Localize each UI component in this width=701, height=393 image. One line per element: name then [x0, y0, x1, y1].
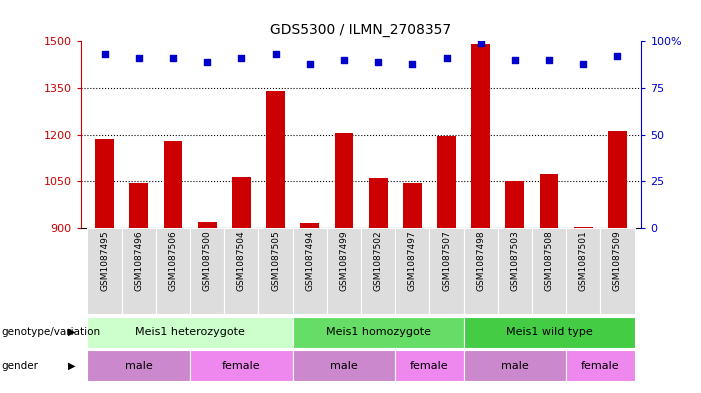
Bar	[437, 136, 456, 228]
Bar	[334, 133, 353, 228]
Bar	[608, 132, 627, 228]
Bar	[505, 181, 524, 228]
Point	[133, 55, 144, 61]
FancyBboxPatch shape	[566, 351, 634, 381]
FancyBboxPatch shape	[292, 351, 395, 381]
FancyBboxPatch shape	[327, 228, 361, 314]
FancyBboxPatch shape	[532, 228, 566, 314]
Text: GSM1087503: GSM1087503	[510, 231, 519, 291]
Text: female: female	[581, 361, 620, 371]
Bar	[198, 222, 217, 228]
FancyBboxPatch shape	[498, 228, 532, 314]
Title: GDS5300 / ILMN_2708357: GDS5300 / ILMN_2708357	[271, 24, 451, 37]
Text: male: male	[330, 361, 358, 371]
Text: GSM1087502: GSM1087502	[374, 231, 383, 291]
Point	[372, 59, 383, 65]
Point	[578, 61, 589, 67]
FancyBboxPatch shape	[395, 351, 463, 381]
Bar	[471, 44, 490, 228]
Point	[99, 51, 110, 57]
Bar	[95, 139, 114, 228]
Point	[612, 53, 623, 59]
Point	[270, 51, 281, 57]
Text: GSM1087498: GSM1087498	[476, 231, 485, 291]
FancyBboxPatch shape	[156, 228, 190, 314]
Text: gender: gender	[1, 361, 39, 371]
Bar	[232, 176, 251, 228]
Bar	[266, 91, 285, 228]
Text: male: male	[501, 361, 529, 371]
Bar	[369, 178, 388, 228]
Text: GSM1087496: GSM1087496	[135, 231, 143, 291]
Point	[168, 55, 179, 61]
Bar	[300, 223, 319, 228]
Text: GSM1087495: GSM1087495	[100, 231, 109, 291]
FancyBboxPatch shape	[122, 228, 156, 314]
FancyBboxPatch shape	[88, 317, 292, 347]
Text: GSM1087506: GSM1087506	[168, 231, 177, 291]
Bar	[163, 141, 182, 228]
Text: Meis1 wild type: Meis1 wild type	[505, 327, 592, 337]
Text: genotype/variation: genotype/variation	[1, 327, 100, 337]
Bar	[574, 227, 592, 228]
Text: GSM1087497: GSM1087497	[408, 231, 417, 291]
Point	[510, 57, 521, 63]
Bar	[540, 174, 559, 228]
Text: GSM1087507: GSM1087507	[442, 231, 451, 291]
Text: GSM1087504: GSM1087504	[237, 231, 246, 291]
FancyBboxPatch shape	[224, 228, 259, 314]
FancyBboxPatch shape	[292, 228, 327, 314]
FancyBboxPatch shape	[190, 351, 292, 381]
Point	[441, 55, 452, 61]
FancyBboxPatch shape	[190, 228, 224, 314]
Text: ▶: ▶	[67, 327, 75, 337]
Point	[543, 57, 554, 63]
Text: GSM1087494: GSM1087494	[305, 231, 314, 291]
Text: female: female	[410, 361, 449, 371]
FancyBboxPatch shape	[361, 228, 395, 314]
Text: Meis1 heterozygote: Meis1 heterozygote	[135, 327, 245, 337]
Text: GSM1087501: GSM1087501	[579, 231, 587, 291]
Point	[304, 61, 315, 67]
Text: GSM1087500: GSM1087500	[203, 231, 212, 291]
FancyBboxPatch shape	[430, 228, 463, 314]
Point	[407, 61, 418, 67]
FancyBboxPatch shape	[463, 351, 566, 381]
Point	[475, 40, 486, 46]
FancyBboxPatch shape	[292, 317, 463, 347]
Text: male: male	[125, 361, 153, 371]
Point	[201, 59, 212, 65]
FancyBboxPatch shape	[259, 228, 292, 314]
Text: GSM1087505: GSM1087505	[271, 231, 280, 291]
Point	[339, 57, 350, 63]
Text: GSM1087509: GSM1087509	[613, 231, 622, 291]
Text: GSM1087508: GSM1087508	[545, 231, 554, 291]
Text: ▶: ▶	[67, 361, 75, 371]
FancyBboxPatch shape	[395, 228, 430, 314]
Text: female: female	[222, 361, 261, 371]
FancyBboxPatch shape	[600, 228, 634, 314]
Point	[236, 55, 247, 61]
Bar	[403, 183, 422, 228]
FancyBboxPatch shape	[566, 228, 600, 314]
FancyBboxPatch shape	[88, 228, 122, 314]
Text: Meis1 homozygote: Meis1 homozygote	[325, 327, 430, 337]
FancyBboxPatch shape	[463, 317, 634, 347]
FancyBboxPatch shape	[88, 351, 190, 381]
Text: GSM1087499: GSM1087499	[339, 231, 348, 291]
Bar	[130, 183, 148, 228]
FancyBboxPatch shape	[463, 228, 498, 314]
